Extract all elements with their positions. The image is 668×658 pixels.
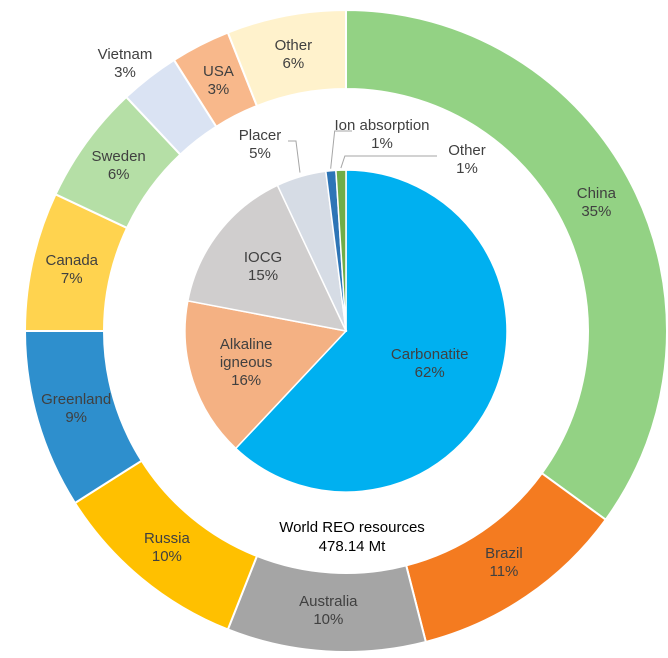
- donut-segment: [345, 8, 668, 522]
- slice-label: Carbonatite 62%: [375, 346, 485, 382]
- category-label: China: [576, 185, 616, 203]
- value-label: 9%: [65, 409, 87, 427]
- category-label: Ion absorption: [334, 117, 430, 134]
- slice-label: Vietnam 3%: [70, 46, 180, 82]
- category-label: Sweden: [91, 147, 146, 165]
- slice-label: Russia 10%: [112, 530, 222, 566]
- category-label: Brazil: [485, 545, 523, 563]
- category-label: IOCG: [243, 248, 283, 266]
- slice-label: USA 3%: [163, 63, 273, 99]
- slice-label: Ion absorption 1%: [327, 117, 437, 153]
- category-label: Placer: [238, 127, 282, 144]
- slice-label: IOCG 15%: [208, 249, 318, 285]
- value-label: 6%: [282, 54, 305, 72]
- value-label: 1%: [456, 160, 478, 177]
- slice-label: Placer 5%: [205, 127, 315, 163]
- value-label: 7%: [60, 269, 83, 287]
- slice-label: Canada 7%: [17, 252, 127, 288]
- leader-line: [330, 130, 352, 169]
- value-label: 3%: [207, 80, 230, 98]
- value-label: 10%: [151, 547, 182, 565]
- value-label: 15%: [248, 266, 279, 284]
- category-label: Other: [274, 36, 313, 54]
- leader-line: [288, 140, 301, 173]
- category-label: Canada: [45, 251, 99, 269]
- value-label: 62%: [414, 364, 445, 382]
- category-label: USA: [203, 62, 234, 80]
- donut-segment: [226, 8, 347, 108]
- category-label: Alkaline igneous: [219, 336, 273, 372]
- annotation-line: World REO resources: [279, 519, 425, 536]
- pie-slice: [234, 169, 508, 493]
- pie-slice: [184, 299, 348, 450]
- value-label: 6%: [107, 165, 130, 183]
- slice-label: Brazil 11%: [449, 545, 559, 581]
- slice-label: Australia 10%: [273, 593, 383, 629]
- value-label: 1%: [371, 135, 393, 152]
- center-annotation: World REO resources 478.14 Mt: [252, 518, 452, 556]
- value-label: 10%: [313, 611, 344, 629]
- category-label: Russia: [143, 529, 190, 547]
- value-label: 11%: [489, 563, 519, 581]
- slice-label: China 35%: [541, 185, 651, 221]
- pie-slice: [186, 184, 348, 333]
- slice-label: Greenland 9%: [21, 391, 131, 427]
- pie-slice: [335, 169, 347, 332]
- annotation-line: 478.14 Mt: [318, 538, 386, 555]
- value-label: 3%: [114, 64, 136, 81]
- value-label: 16%: [231, 372, 262, 390]
- category-label: Carbonatite: [390, 346, 469, 364]
- slice-label: Alkaline igneous 16%: [206, 336, 286, 390]
- leader-line: [340, 155, 437, 169]
- slice-label: Other 1%: [412, 142, 522, 178]
- value-label: 35%: [581, 203, 612, 221]
- category-label: Greenland: [41, 391, 112, 409]
- category-label: Australia: [299, 593, 358, 611]
- slice-label: Other 6%: [238, 37, 348, 73]
- value-label: 5%: [249, 145, 271, 162]
- category-label: Vietnam: [97, 46, 153, 63]
- category-label: Other: [448, 142, 486, 159]
- slice-label: Sweden 6%: [64, 148, 174, 184]
